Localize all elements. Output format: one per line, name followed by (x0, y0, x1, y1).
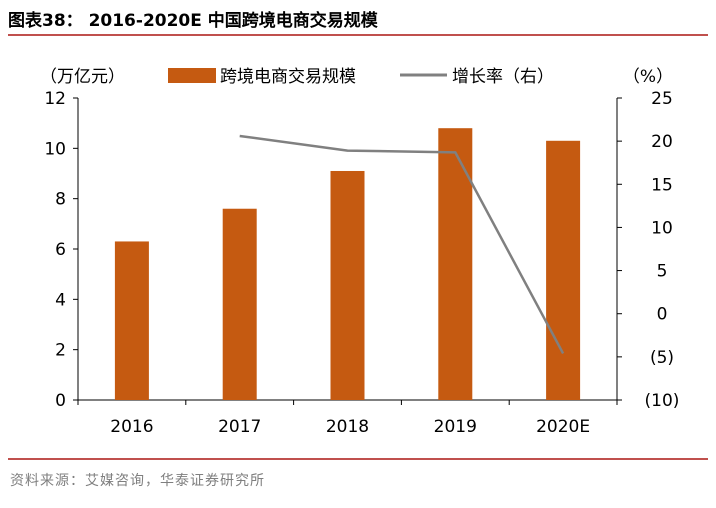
right-tick-label: 25 (651, 89, 673, 109)
source-rule (8, 458, 708, 460)
bar (438, 128, 473, 400)
x-tick-label: 2020E (536, 417, 590, 437)
title-rule (8, 34, 708, 36)
source-note: 资料来源：艾媒咨询，华泰证券研究所 (10, 473, 265, 489)
bar (546, 140, 581, 401)
x-tick-label: 2019 (434, 417, 477, 437)
legend-line-label: 增长率（右） (452, 67, 554, 87)
left-axis-unit: （万亿元） (40, 67, 125, 87)
bar (114, 241, 149, 400)
right-tick-label: (5) (650, 348, 674, 368)
bar (330, 170, 365, 400)
bar (222, 208, 257, 400)
right-tick-label: 0 (657, 305, 668, 325)
left-tick-label: 4 (55, 290, 66, 310)
left-tick-label: 0 (55, 391, 66, 411)
legend-bar-label: 跨境电商交易规模 (220, 67, 356, 87)
right-tick-label: 20 (651, 132, 673, 152)
right-tick-label: 15 (651, 175, 673, 195)
x-tick-label: 2017 (218, 417, 261, 437)
left-tick-label: 6 (55, 240, 66, 260)
right-tick-label: 10 (651, 218, 673, 238)
legend-bar-swatch (168, 68, 216, 83)
growth-rate-line (239, 134, 565, 354)
left-tick-label: 12 (44, 89, 66, 109)
left-tick-label: 8 (55, 190, 66, 210)
x-tick-label: 2018 (326, 417, 369, 437)
figure-title: 图表38： 2016-2020E 中国跨境电商交易规模 (8, 11, 378, 31)
left-tick-label: 2 (55, 341, 66, 361)
x-tick-label: 2016 (110, 417, 153, 437)
chart-bars (114, 128, 581, 401)
chart-tick-labels: 0 2 4 6 8 10 12 (10) (5) 0 5 10 15 20 25 2016 2017 2018 20… (44, 89, 679, 437)
right-axis-unit: （%） (623, 67, 673, 87)
right-tick-label: (10) (645, 391, 680, 411)
chart-line (239, 134, 565, 354)
left-tick-label: 10 (44, 139, 66, 159)
right-tick-label: 5 (657, 262, 668, 282)
